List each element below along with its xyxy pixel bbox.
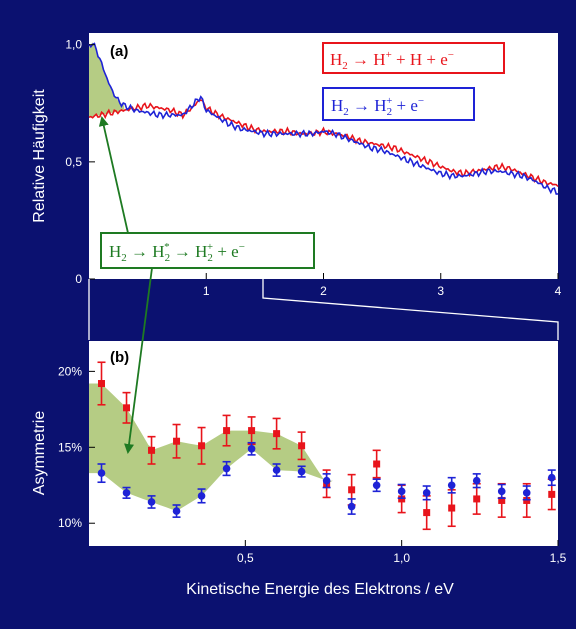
data-point-blue (497, 487, 506, 496)
panel-b-shaded-region (89, 383, 333, 511)
data-point-red (373, 460, 381, 468)
data-point-blue (122, 489, 131, 497)
data-point-red (198, 442, 206, 450)
panel-b-ticks: 0,5 1,0 1,5 10% 15% 20% (58, 364, 567, 565)
legend-blue: H2 → H2+ + e− (322, 87, 475, 121)
panel-a-shaded-region (89, 42, 125, 118)
data-point-blue (397, 487, 406, 496)
data-point-red (123, 404, 131, 412)
panel-a-series (88, 42, 559, 195)
data-point-blue (247, 445, 256, 453)
panel-b-label: (b) (110, 349, 129, 366)
data-point-blue (197, 492, 206, 500)
panel-a-xtick-label: 2 (320, 284, 327, 298)
data-point-blue (472, 476, 481, 485)
annotation-box (100, 232, 315, 269)
panel-b-xlabel: Kinetische Energie des Elektrons / eV (186, 581, 454, 598)
data-point-red (473, 495, 481, 503)
data-point-blue (447, 481, 456, 490)
data-point-red (223, 427, 231, 435)
panel-a-series-blue (88, 42, 559, 195)
panel-a-ylabel: Relative Häufigkeit (31, 89, 48, 223)
annotation-arrow-up (98, 116, 129, 234)
panel-a-series-red (88, 99, 559, 188)
panel-a-xtick-label: 1 (203, 284, 210, 298)
data-point-blue (297, 467, 306, 476)
data-point-blue (522, 489, 531, 497)
data-point-blue (422, 489, 431, 497)
panel-b-xtick-label: 1,5 (550, 551, 567, 565)
data-point-red (248, 427, 256, 435)
data-point-blue (97, 469, 106, 477)
data-point-red (273, 430, 281, 438)
panel-b-plot-area (89, 341, 558, 546)
panel-b-shaded-area (89, 383, 333, 511)
data-point-red (348, 486, 356, 494)
panel-a-ticks: 1 2 3 4 0 0,5 1,0 (65, 38, 561, 298)
legend-blue-text: H2 → H2+ + e− (331, 95, 424, 118)
data-point-blue (347, 502, 356, 511)
data-point-red (548, 490, 556, 498)
data-point-blue (222, 464, 231, 473)
data-point-red (298, 442, 306, 450)
panel-b-ylabel: Asymmetrie (31, 411, 48, 496)
panel-b-ytick-label: 15% (58, 440, 82, 454)
panel-a-xtick-label: 3 (437, 284, 444, 298)
data-point-red (423, 509, 431, 517)
legend-red-box (322, 42, 505, 74)
panel-b-xtick-label: 1,0 (393, 551, 410, 565)
panel-a: 1 2 3 4 0 0,5 1,0 (a) H2 → H+ + H + e− H2 → H2… (31, 33, 562, 298)
panel-a-label: (a) (110, 43, 128, 60)
legend-red-text: H2 → H+ + H + e− (330, 49, 454, 72)
panel-a-ytick-label: 1,0 (65, 38, 82, 52)
panel-a-shaded-area (89, 42, 125, 118)
data-point-red (173, 437, 181, 445)
zoom-line-right (262, 279, 559, 340)
data-point-red (98, 380, 106, 388)
annotation-arrow-down (124, 267, 153, 454)
panel-a-xtick-label: 4 (555, 284, 562, 298)
legend-blue-box (322, 87, 475, 121)
data-point-red (448, 504, 456, 512)
data-point-blue (547, 473, 556, 482)
panel-b-ytick-label: 10% (58, 516, 82, 530)
data-point-blue (172, 507, 181, 515)
data-point-red (148, 446, 156, 454)
data-point-red (498, 496, 506, 504)
panel-a-ytick-label: 0 (75, 272, 82, 286)
data-point-blue (322, 476, 331, 485)
zoom-connector (88, 279, 559, 340)
legend-red: H2 → H+ + H + e− (322, 42, 505, 74)
data-point-blue (147, 498, 156, 506)
panel-b-xtick-label: 0,5 (237, 551, 254, 565)
data-point-blue (272, 466, 281, 474)
panel-b: 0,5 1,0 1,5 10% 15% 20% (b) Asymmetrie Kineti… (31, 341, 567, 598)
panel-a-ytick-label: 0,5 (65, 155, 82, 169)
data-point-blue (372, 481, 381, 490)
panel-b-ytick-label: 20% (58, 364, 82, 378)
annotation-text: H2 → H2* → H2+ + e− (109, 241, 245, 264)
annotation: H2 → H2* → H2+ + e− (98, 116, 315, 454)
panel-b-series (97, 361, 556, 531)
